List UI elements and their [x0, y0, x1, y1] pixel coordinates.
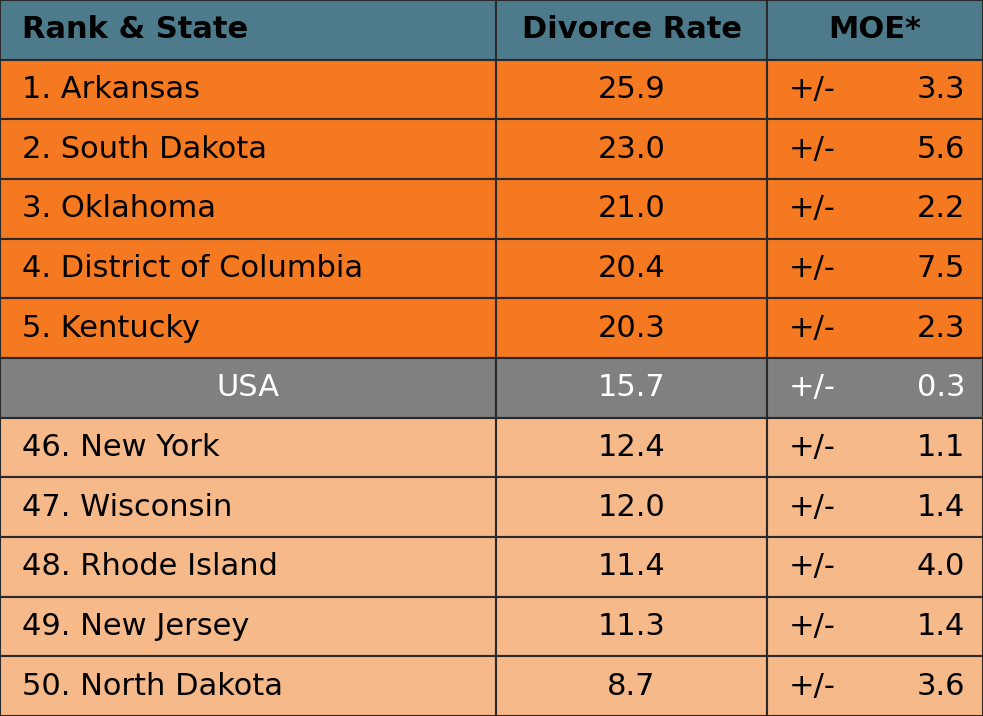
Bar: [767, 657, 983, 716]
Bar: [767, 299, 983, 358]
Text: 15.7: 15.7: [598, 373, 665, 402]
Text: 20.3: 20.3: [598, 314, 665, 343]
Bar: [0, 59, 496, 120]
Bar: [496, 417, 767, 478]
Text: 46. New York: 46. New York: [22, 433, 219, 462]
Bar: [0, 299, 496, 358]
Bar: [767, 596, 983, 657]
Bar: [496, 59, 767, 120]
Text: 47. Wisconsin: 47. Wisconsin: [22, 493, 232, 522]
Bar: [496, 238, 767, 299]
Text: 50. North Dakota: 50. North Dakota: [22, 672, 283, 701]
Text: 5. Kentucky: 5. Kentucky: [22, 314, 200, 343]
Text: +/-: +/-: [788, 552, 836, 581]
Bar: [0, 238, 496, 299]
Text: +/-: +/-: [788, 672, 836, 701]
Text: 11.4: 11.4: [598, 552, 665, 581]
Text: 5.6: 5.6: [917, 135, 965, 164]
Bar: [0, 417, 496, 478]
Bar: [496, 537, 767, 596]
Text: 3.3: 3.3: [917, 75, 965, 104]
Text: 11.3: 11.3: [598, 612, 665, 641]
Bar: [496, 358, 767, 417]
Text: 21.0: 21.0: [598, 194, 665, 223]
Text: 20.4: 20.4: [598, 254, 665, 283]
Text: +/-: +/-: [788, 314, 836, 343]
Bar: [0, 358, 496, 417]
Text: +/-: +/-: [788, 433, 836, 462]
Text: 3. Oklahoma: 3. Oklahoma: [22, 194, 215, 223]
Text: 2. South Dakota: 2. South Dakota: [22, 135, 266, 164]
Bar: [767, 0, 983, 59]
Text: 12.4: 12.4: [598, 433, 665, 462]
Text: 1.1: 1.1: [917, 433, 965, 462]
Bar: [496, 299, 767, 358]
Bar: [0, 537, 496, 596]
Text: 4. District of Columbia: 4. District of Columbia: [22, 254, 363, 283]
Bar: [0, 0, 496, 59]
Text: +/-: +/-: [788, 373, 836, 402]
Bar: [767, 417, 983, 478]
Text: 1.4: 1.4: [917, 612, 965, 641]
Bar: [0, 478, 496, 537]
Bar: [496, 179, 767, 238]
Text: +/-: +/-: [788, 194, 836, 223]
Text: 25.9: 25.9: [598, 75, 665, 104]
Text: 1.4: 1.4: [917, 493, 965, 522]
Text: +/-: +/-: [788, 254, 836, 283]
Text: 48. Rhode Island: 48. Rhode Island: [22, 552, 277, 581]
Bar: [496, 120, 767, 179]
Bar: [767, 537, 983, 596]
Bar: [767, 238, 983, 299]
Bar: [767, 120, 983, 179]
Bar: [0, 657, 496, 716]
Text: 3.6: 3.6: [917, 672, 965, 701]
Bar: [496, 596, 767, 657]
Text: 4.0: 4.0: [917, 552, 965, 581]
Text: +/-: +/-: [788, 493, 836, 522]
Bar: [767, 478, 983, 537]
Bar: [496, 478, 767, 537]
Text: MOE*: MOE*: [829, 15, 921, 44]
Text: 0.3: 0.3: [917, 373, 965, 402]
Bar: [496, 0, 767, 59]
Bar: [496, 657, 767, 716]
Bar: [0, 120, 496, 179]
Text: 7.5: 7.5: [917, 254, 965, 283]
Bar: [0, 179, 496, 238]
Bar: [0, 596, 496, 657]
Bar: [767, 179, 983, 238]
Bar: [767, 59, 983, 120]
Text: Rank & State: Rank & State: [22, 15, 248, 44]
Bar: [767, 358, 983, 417]
Text: 23.0: 23.0: [598, 135, 665, 164]
Text: +/-: +/-: [788, 612, 836, 641]
Text: 12.0: 12.0: [598, 493, 665, 522]
Text: +/-: +/-: [788, 75, 836, 104]
Text: USA: USA: [216, 373, 280, 402]
Text: 1. Arkansas: 1. Arkansas: [22, 75, 200, 104]
Text: Divorce Rate: Divorce Rate: [522, 15, 741, 44]
Text: 8.7: 8.7: [607, 672, 656, 701]
Text: +/-: +/-: [788, 135, 836, 164]
Text: 49. New Jersey: 49. New Jersey: [22, 612, 249, 641]
Text: 2.2: 2.2: [917, 194, 965, 223]
Text: 2.3: 2.3: [917, 314, 965, 343]
